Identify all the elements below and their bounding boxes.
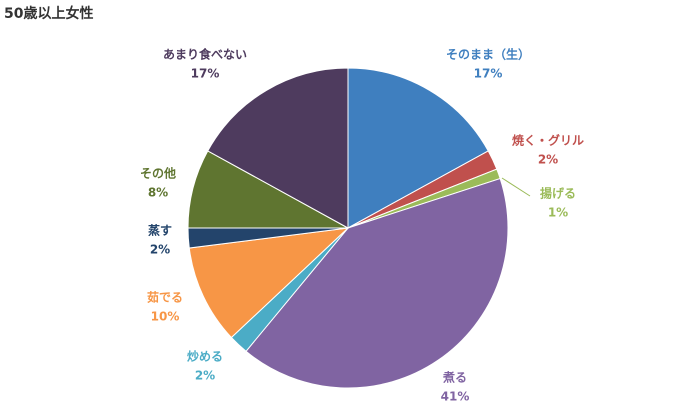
value-label: 8% <box>148 186 168 200</box>
value-label: 1% <box>548 206 568 220</box>
slice-label: 揚げる <box>540 186 576 201</box>
slice-label: 炒める <box>187 350 223 364</box>
value-label: 2% <box>538 153 558 167</box>
pie-slice <box>245 177 509 389</box>
slice-label: その他 <box>140 166 176 181</box>
leader-line <box>501 177 531 197</box>
value-label: 17% <box>474 67 503 81</box>
value-label: 2% <box>195 369 215 383</box>
pie-slice <box>188 227 350 339</box>
value-label: 17% <box>191 67 220 81</box>
slice-label: そのまま（生） <box>446 47 530 62</box>
slice-label: 焼く・グリル <box>512 133 584 148</box>
slice-label: 煮る <box>442 370 467 385</box>
value-label: 41% <box>441 390 470 404</box>
pie-slice <box>207 67 349 229</box>
slice-label: 茹でる <box>147 290 183 305</box>
slice-label: あまり食べない <box>163 47 247 62</box>
pie-slice <box>347 67 489 229</box>
value-label: 2% <box>150 243 170 257</box>
slice-label: 蒸す <box>148 223 172 238</box>
chart-title: 50歳以上女性 <box>4 5 93 22</box>
value-label: 10% <box>151 310 180 324</box>
